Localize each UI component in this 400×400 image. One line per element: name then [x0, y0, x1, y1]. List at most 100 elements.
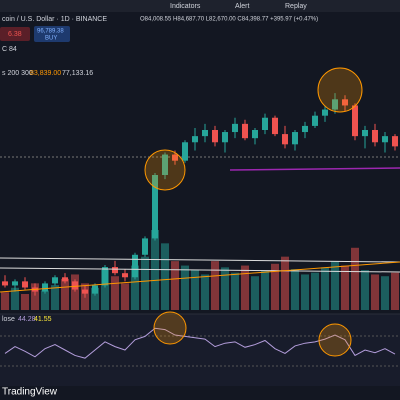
highlight: [317, 67, 363, 113]
volume-bar: [191, 270, 199, 310]
candle-body: [112, 267, 118, 274]
ohlc: O84,008.55 H84,687.70 L82,670.00 C84,398…: [140, 17, 318, 23]
candle-body: [322, 109, 328, 116]
trend-line: [0, 261, 400, 293]
volume-bar: [41, 290, 49, 310]
toolbar-item[interactable]: Replay: [285, 3, 307, 10]
volume-legend: C 84: [2, 46, 17, 53]
volume-bar: [21, 294, 29, 310]
candle-body: [2, 281, 8, 286]
candle-body: [352, 105, 358, 137]
buy-button[interactable]: [34, 26, 70, 42]
candle-body: [132, 254, 138, 278]
volume-bar: [161, 243, 169, 310]
volume-bar: [281, 256, 289, 310]
highlight: [153, 311, 187, 345]
candle-body: [312, 115, 318, 126]
volume-bar: [251, 276, 259, 310]
candle-body: [302, 125, 308, 133]
candle-body: [332, 99, 338, 110]
candle-body: [182, 142, 188, 161]
volume-bar: [111, 276, 119, 310]
volume-bar: [231, 272, 239, 310]
sell-button[interactable]: [0, 27, 30, 41]
volume-bar: [141, 256, 149, 310]
toolbar-item[interactable]: Alert: [235, 3, 249, 10]
volume-bar: [301, 274, 309, 310]
volume-bar: [211, 261, 219, 310]
candle-body: [22, 281, 28, 288]
volume-bar: [341, 265, 349, 310]
candle-body: [122, 273, 128, 278]
ma-legend: s 200 300: [2, 70, 33, 77]
candle-body: [12, 281, 18, 286]
candle-body: [252, 130, 258, 139]
volume-bar: [381, 276, 389, 310]
candle-body: [292, 132, 298, 145]
volume-bar: [61, 278, 69, 310]
volume-bar: [131, 265, 139, 310]
candle-body: [232, 123, 238, 133]
candle-body: [362, 130, 368, 137]
candle-body: [342, 99, 348, 106]
candle-body: [142, 238, 148, 255]
volume-bar: [51, 285, 59, 310]
ma-value: 77,133.16: [62, 70, 93, 77]
volume-bar: [201, 274, 209, 310]
volume-bar: [271, 263, 279, 310]
volume-bar: [241, 265, 249, 310]
volume-bar: [11, 287, 19, 310]
logo: TradingView: [2, 387, 58, 398]
rsi-value: 41.55: [34, 316, 52, 323]
volume-bar: [291, 269, 299, 310]
buy-label[interactable]: BUY: [45, 36, 57, 42]
volume-bar: [171, 261, 179, 310]
volume-bar: [101, 270, 109, 310]
candle-body: [272, 117, 278, 135]
trend-line: [0, 257, 400, 263]
candle-body: [152, 175, 158, 239]
volume-bar: [1, 292, 9, 310]
volume-bar: [181, 265, 189, 310]
toolbar: [0, 0, 400, 12]
volume-bar: [321, 267, 329, 310]
candle-body: [202, 130, 208, 137]
highlight: [144, 149, 186, 191]
candle-body: [162, 154, 168, 175]
candle-body: [242, 123, 248, 139]
moving-average: [229, 167, 400, 171]
volume-bar: [121, 283, 129, 310]
rsi-line: [4, 327, 396, 359]
volume-bar: [351, 247, 359, 310]
rsi-pane: [0, 314, 400, 386]
candle-body: [102, 267, 108, 286]
candle-body: [282, 134, 288, 145]
candle-body: [192, 136, 198, 143]
volume-bar: [91, 287, 99, 310]
candle-body: [42, 283, 48, 292]
candle-body: [222, 132, 228, 143]
sell-price[interactable]: 6.38: [8, 31, 22, 38]
volume-bar: [311, 272, 319, 310]
volume-bar: [31, 283, 39, 310]
volume-bar: [71, 274, 79, 310]
volume-bar: [261, 270, 269, 310]
candle-body: [172, 154, 178, 161]
volume-bar: [331, 261, 339, 310]
candle-body: [92, 285, 98, 294]
volume-bar: [371, 274, 379, 310]
volume-bar: [361, 270, 369, 310]
candle-body: [82, 289, 88, 294]
rsi-value: 44.28: [18, 316, 36, 323]
ma-value: 83,839.00: [30, 70, 61, 77]
symbol: coin / U.S. Dollar · 1D · BINANCE: [2, 16, 107, 23]
candle-body: [72, 281, 78, 290]
volume-bar: [221, 267, 229, 310]
toolbar-item[interactable]: Indicators: [170, 3, 201, 10]
trend-line: [0, 267, 400, 273]
candle-body: [382, 136, 388, 143]
candle-body: [52, 277, 58, 284]
candle-body: [372, 130, 378, 143]
buy-price[interactable]: 96,789.38: [37, 29, 64, 35]
